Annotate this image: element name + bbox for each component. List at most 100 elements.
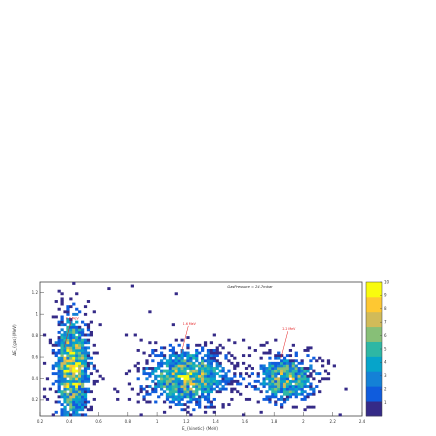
heatmap-cell [303, 372, 307, 376]
heatmap-cell [271, 361, 275, 365]
heatmap-cell [60, 336, 64, 339]
heatmap-cell [75, 390, 79, 394]
heatmap-cell [89, 405, 93, 409]
heatmap-cell [268, 356, 272, 360]
heatmap-cell [306, 346, 310, 350]
heatmap-cell [139, 413, 143, 417]
heatmap-cell [60, 403, 64, 406]
heatmap-cell [83, 400, 88, 404]
heatmap-cell [171, 361, 175, 365]
heatmap-cell [280, 374, 284, 378]
heatmap-cell [66, 338, 70, 342]
heatmap-cell [233, 372, 237, 376]
colorbar-tick-label: 10 [384, 279, 390, 284]
heatmap-cell [323, 377, 328, 381]
heatmap-cell [60, 338, 64, 342]
heatmap-cell [268, 361, 272, 365]
heatmap-cell [303, 377, 307, 381]
heatmap-cell [72, 312, 76, 316]
heatmap-cell [80, 359, 85, 363]
heatmap-cell [192, 382, 196, 386]
heatmap-cell [195, 351, 199, 355]
heatmap-cell [215, 359, 219, 363]
heatmap-cell [186, 387, 190, 391]
heatmap-cell [198, 405, 202, 409]
heatmap-cell [224, 372, 228, 376]
heatmap-cell [198, 369, 202, 373]
heatmap-cell [83, 372, 88, 376]
heatmap-cell [195, 400, 199, 404]
heatmap-cell [291, 377, 295, 381]
heatmap-cell [162, 361, 167, 365]
heatmap-cell [75, 343, 79, 347]
heatmap-cell [215, 382, 219, 386]
heatmap-cell [209, 372, 214, 376]
heatmap-cell [288, 359, 293, 363]
y-tick-label: 0.4 [32, 376, 39, 381]
heatmap-cell [63, 395, 67, 399]
heatmap-cell [148, 354, 152, 358]
heatmap-cell [168, 356, 173, 360]
heatmap-cell [72, 390, 76, 394]
heatmap-cell [274, 390, 278, 394]
heatmap-cell [80, 372, 85, 376]
heatmap-cell [282, 379, 287, 383]
heatmap-cell [300, 392, 304, 396]
heatmap-cell [300, 369, 304, 373]
heatmap-cell [321, 359, 325, 363]
heatmap-cell [63, 364, 67, 368]
heatmap-cell [297, 361, 301, 365]
heatmap-cell [160, 364, 164, 368]
heatmap-cell [154, 387, 158, 391]
heatmap-cell [250, 367, 254, 370]
heatmap-cell [66, 372, 70, 376]
heatmap-cell [300, 361, 304, 365]
heatmap-cell [160, 359, 164, 363]
heatmap-cell [306, 349, 310, 352]
heatmap-cell [309, 374, 313, 378]
heatmap-cell [221, 346, 225, 350]
heatmap-cell [78, 400, 82, 404]
heatmap-cell [69, 385, 73, 388]
heatmap-cell [148, 400, 152, 404]
heatmap-cell [80, 328, 85, 332]
heatmap-cell [162, 374, 167, 378]
x-tick-label: 0.4 [66, 419, 73, 424]
heatmap-cell [72, 408, 76, 412]
heatmap-cell [60, 328, 64, 332]
heatmap-cell [142, 351, 146, 355]
heatmap-cell [54, 400, 58, 404]
heatmap-cell [265, 374, 269, 378]
heatmap-cell [215, 349, 219, 352]
heatmap-cell [274, 385, 278, 388]
heatmap-cell [177, 379, 181, 383]
heatmap-cell [72, 325, 76, 329]
heatmap-cell [66, 356, 70, 360]
heatmap-cell [303, 374, 307, 378]
heatmap-cell [280, 359, 284, 363]
heatmap-cell [83, 351, 88, 355]
heatmap-cell [89, 333, 93, 337]
heatmap-cell [294, 385, 298, 388]
heatmap-cell [57, 351, 61, 355]
heatmap-cell [75, 320, 79, 324]
heatmap-cell [168, 379, 173, 383]
heatmap-cell [162, 377, 167, 381]
heatmap-cell [174, 356, 178, 360]
heatmap-cell [148, 310, 152, 314]
heatmap-cell [63, 379, 67, 383]
heatmap-cell [262, 369, 266, 373]
heatmap-cell [277, 377, 281, 381]
heatmap-cell [221, 405, 225, 409]
heatmap-cell [268, 351, 272, 355]
heatmap-cell [92, 351, 96, 355]
heatmap-cell [54, 379, 58, 383]
heatmap-cell [95, 369, 99, 373]
heatmap-cell [89, 361, 93, 365]
heatmap-cell [145, 359, 149, 363]
heatmap-cell [268, 382, 272, 386]
heatmap-cell [189, 392, 193, 396]
heatmap-cell [300, 359, 304, 363]
heatmap-cell [174, 374, 178, 378]
heatmap-cell [54, 351, 58, 355]
